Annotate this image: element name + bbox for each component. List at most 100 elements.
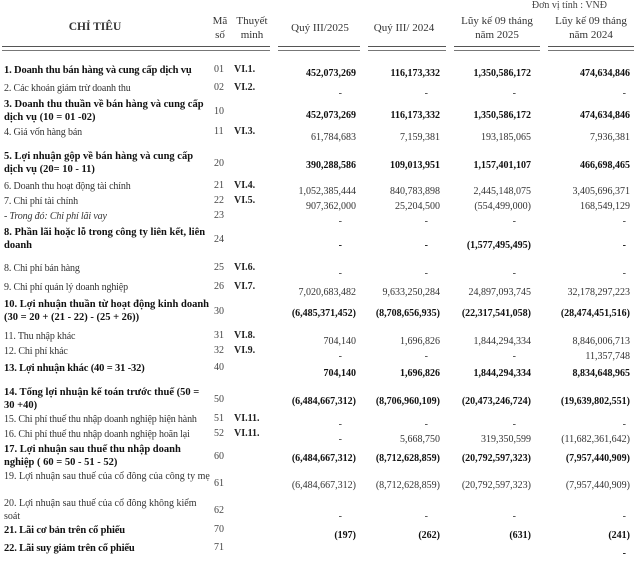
row-label: 3. Doanh thu thuần về bán hàng và cung c… [4,99,204,123]
row-value: 9,633,250,284 [382,287,441,298]
row-label: - Trong đó: Chi phí lãi vay [4,211,107,222]
row-value: - [622,419,626,430]
row-label: 9. Chi phí quản lý doanh nghiệp [4,282,128,293]
row-code: 26 [214,281,224,292]
row-note: VI.6. [234,262,256,273]
header-indicator: CHỈ TIÊU [68,21,122,33]
row-code: 70 [214,524,224,535]
row-value: 1,157,401,107 [473,160,532,171]
row-code: 60 [214,451,224,462]
row-note: VI.9. [234,345,256,356]
row-label: 20. Lợi nhuận sau thuế của cổ đông không… [4,498,197,522]
header-rule [278,46,360,51]
row-value: (6,485,371,452) [291,308,356,319]
row-value: - [424,268,428,279]
row-value: - [424,351,428,362]
row-label: 16. Chi phí thuế thu nhập doanh nghiệp h… [4,429,190,440]
row-value: 1,052,385,444 [298,186,357,197]
header-code: Mã số [212,15,228,41]
row-value: - [338,88,342,99]
row-label: 17. Lợi nhuận sau thuế thu nhập doanh ng… [4,444,181,468]
row-value: (8,708,656,935) [375,308,440,319]
row-value: - [512,351,516,362]
row-value: - [512,268,516,279]
row-note: VI.3. [234,126,256,137]
row-value: (20,792,597,323) [461,480,531,491]
row-value: - [424,216,428,227]
row-code: 30 [214,306,224,317]
row-label: 11. Thu nhập khác [4,331,76,342]
row-value: 704,140 [323,368,357,379]
row-value: 116,173,332 [390,68,440,79]
row-value: - [512,88,516,99]
row-value: 1,844,294,334 [473,336,532,347]
row-code: 20 [214,158,224,169]
row-label: 6. Doanh thu hoạt động tài chính [4,181,131,192]
row-value: (22,317,541,058) [461,308,531,319]
row-value: (554,499,000) [474,201,531,212]
row-code: 32 [214,345,224,356]
row-value: - [512,216,516,227]
row-value: 452,073,269 [306,68,356,79]
row-value: - [338,268,342,279]
row-value: - [424,511,428,522]
row-value: - [338,216,342,227]
header-rule [368,46,446,51]
row-value: (7,957,440,909) [565,480,630,491]
row-value: 1,696,826 [400,368,440,379]
row-value: 474,634,846 [580,110,630,121]
row-value: - [622,548,626,559]
row-value: 25,204,500 [395,201,440,212]
row-value: 1,696,826 [400,336,440,347]
row-code: 62 [214,505,224,516]
row-value: 907,362,000 [306,201,356,212]
row-value: (631) [509,530,531,541]
row-value: 109,013,951 [390,160,440,171]
row-value: 466,698,465 [580,160,630,171]
header-q3-2024: Quý III/ 2024 [373,22,435,34]
row-value: 8,834,648,965 [572,368,631,379]
row-label: 22. Lãi suy giảm trên cổ phiếu [4,543,135,554]
header-ytd-2025: Lũy kế 09 tháng năm 2025 [461,15,533,41]
row-value: (28,474,451,516) [560,308,630,319]
row-code: 71 [214,542,224,553]
row-value: 704,140 [323,336,357,347]
row-value: 24,897,093,745 [468,287,532,298]
row-value: - [338,419,342,430]
row-value: - [622,268,626,279]
row-code: 25 [214,262,224,273]
header-q3-2025: Quý III/2025 [291,22,349,34]
row-code: 22 [214,195,224,206]
row-value: (262) [418,530,440,541]
row-code: 02 [214,82,224,93]
row-value: (20,473,246,724) [461,396,531,407]
row-value: (6,484,667,312) [291,453,356,464]
row-label: 8. Phần lãi hoặc lỗ trong công ty liên k… [4,227,206,251]
row-value: - [424,88,428,99]
row-code: 61 [214,478,224,489]
row-value: (8,712,628,859) [375,453,440,464]
row-note: VI.5. [234,195,256,206]
row-value: (6,484,667,312) [291,396,356,407]
row-note: VI.2. [234,82,256,93]
header-ytd-2024: Lũy kế 09 tháng năm 2024 [555,15,627,41]
row-value: 193,185,065 [481,132,531,143]
row-value: - [622,511,626,522]
row-value: (1,577,495,495) [466,240,531,251]
header-note: Thuyết minh [236,15,268,41]
row-label: 2. Các khoản giảm trừ doanh thu [4,83,131,94]
row-label: 19. Lợi nhuận sau thuế của cổ đông của c… [4,471,210,482]
row-value: (8,706,960,109) [375,396,440,407]
row-value: - [512,511,516,522]
row-value: - [424,419,428,430]
row-note: VI.11. [234,413,260,424]
row-note: VI.1. [234,64,256,75]
row-value: - [338,434,342,445]
row-value: - [338,351,342,362]
row-label: 8. Chi phí bán hàng [4,263,80,274]
row-value: 8,846,006,713 [572,336,631,347]
row-value: - [512,419,516,430]
row-code: 23 [214,210,224,221]
row-value: - [338,240,342,251]
row-value: 7,159,381 [400,132,440,143]
